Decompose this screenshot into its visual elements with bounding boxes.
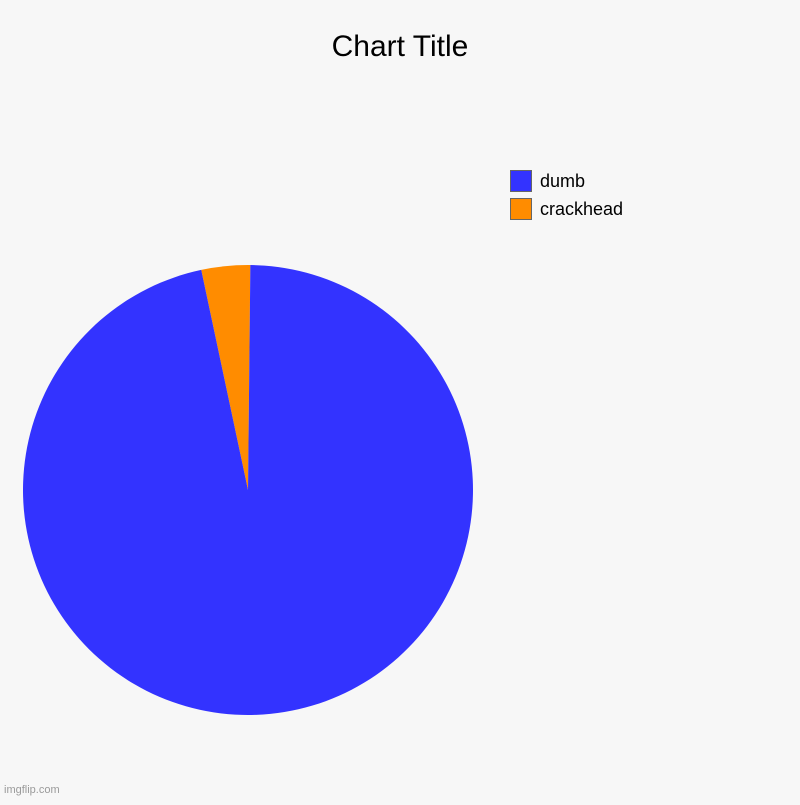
pie-chart — [0, 0, 800, 805]
legend-swatch — [510, 198, 532, 220]
legend-label: crackhead — [540, 199, 623, 220]
legend-item: crackhead — [510, 198, 623, 220]
legend-label: dumb — [540, 171, 585, 192]
watermark: imgflip.com — [4, 784, 60, 796]
pie-svg — [0, 0, 800, 800]
legend-item: dumb — [510, 170, 623, 192]
legend: dumb crackhead — [510, 170, 623, 226]
legend-swatch — [510, 170, 532, 192]
